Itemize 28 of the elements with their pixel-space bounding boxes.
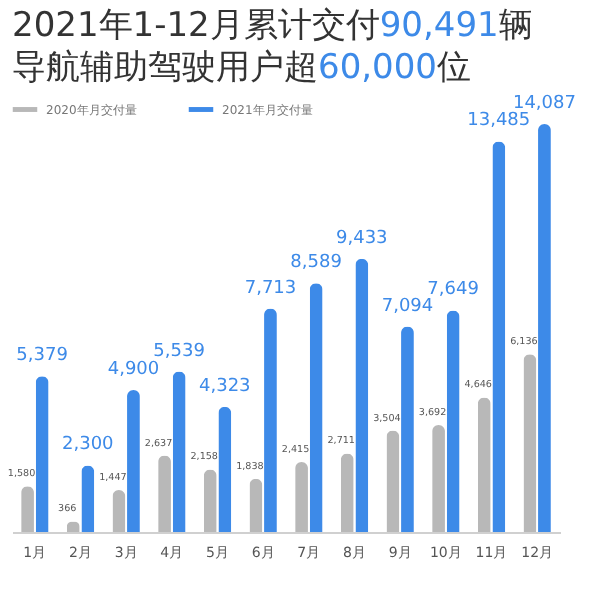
bar xyxy=(446,310,460,532)
bar xyxy=(309,283,323,532)
bar xyxy=(355,258,369,532)
data-label: 8,589 xyxy=(290,253,343,274)
chart-subtitle: 导航辅助驾驶用户超60,000位 xyxy=(10,48,473,90)
data-label: 5,539 xyxy=(153,341,206,362)
bar xyxy=(203,469,217,532)
bar xyxy=(249,478,263,532)
bar xyxy=(340,453,354,532)
data-label: 9,433 xyxy=(336,228,388,249)
chart-title: 2021年1-12月累计交付90,491辆 xyxy=(10,4,535,48)
bar xyxy=(492,141,506,532)
data-label: 4,900 xyxy=(107,360,160,381)
data-label: 7,649 xyxy=(427,280,480,301)
bar xyxy=(172,371,186,532)
data-label: 2,300 xyxy=(62,435,115,456)
bar xyxy=(35,376,49,532)
bar xyxy=(386,430,400,532)
data-label: 4,323 xyxy=(199,376,251,397)
bar xyxy=(523,354,537,532)
data-label: 14,087 xyxy=(512,94,576,114)
bar xyxy=(81,465,95,532)
data-label: 7,713 xyxy=(244,278,297,299)
bar xyxy=(477,397,491,532)
data-label: 13,485 xyxy=(467,111,531,132)
data-label: 7,094 xyxy=(381,296,434,317)
bar xyxy=(218,406,232,532)
data-label: 5,379 xyxy=(16,346,69,367)
